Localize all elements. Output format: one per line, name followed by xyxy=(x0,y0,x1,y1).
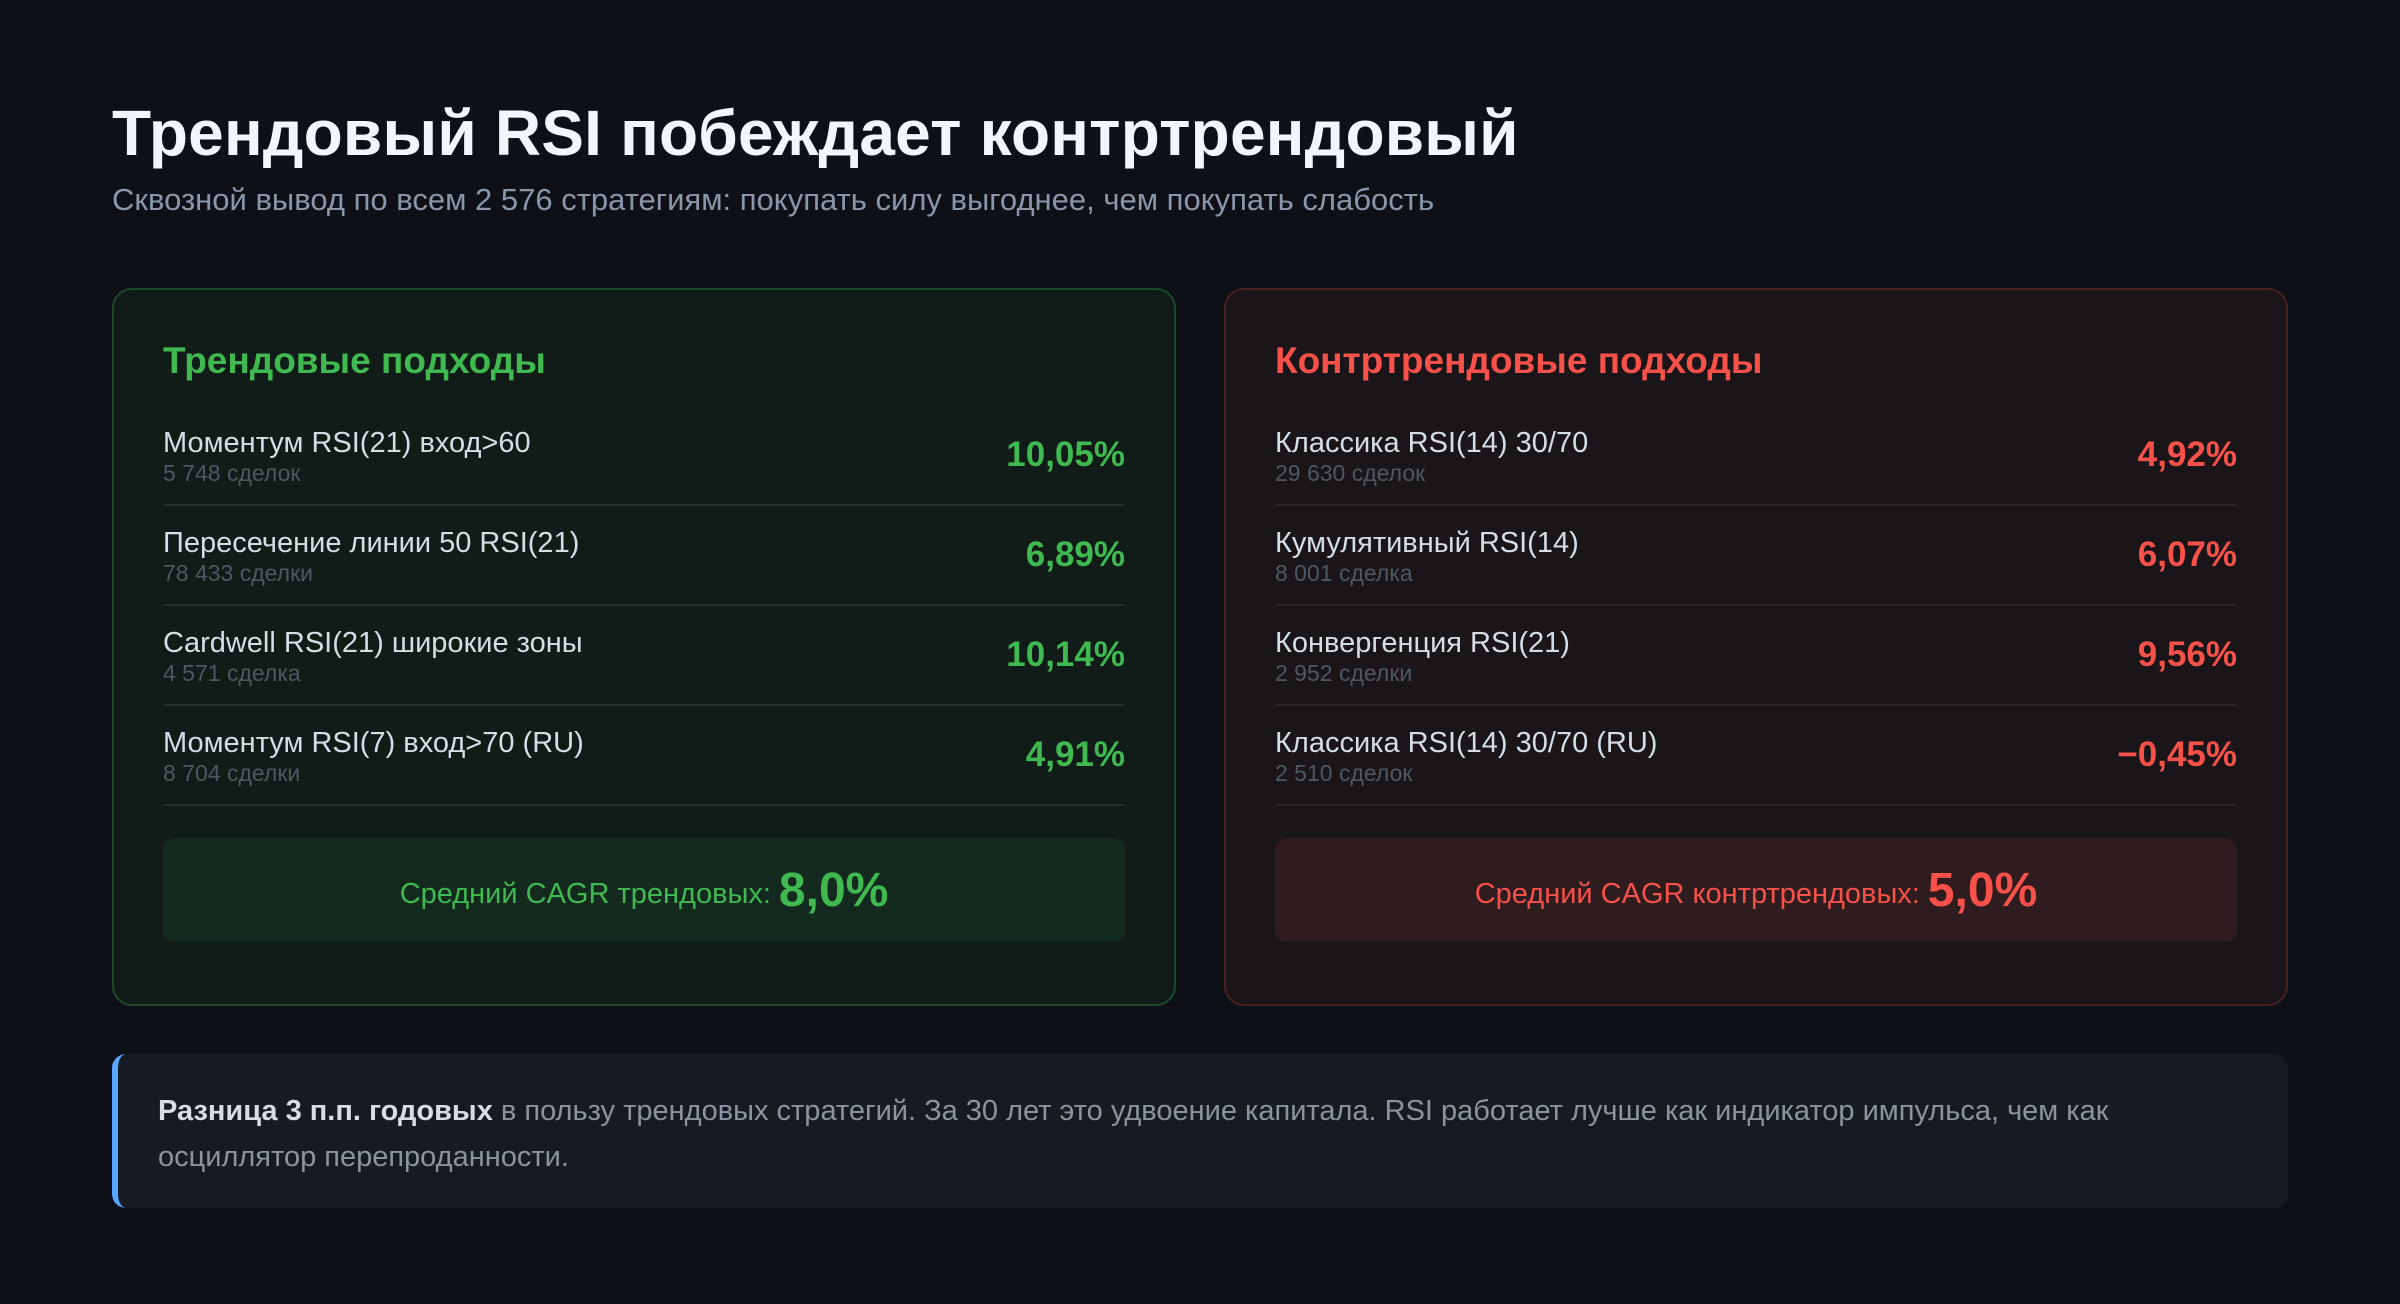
strategy-name: Cardwell RSI(21) широкие зоны xyxy=(163,627,583,659)
counter-strategy-row: Классика RSI(14) 30/70 29 630 сделок 4,9… xyxy=(1275,406,2237,506)
trade-count: 8 001 сделка xyxy=(1275,560,1413,586)
strategy-name: Классика RSI(14) 30/70 xyxy=(1275,427,1589,459)
average-cagr-label: Средний CAGR контртрендовых: xyxy=(1474,877,1920,910)
counter-card-title: Контртрендовые подходы xyxy=(1275,340,1763,381)
strategy-name: Классика RSI(14) 30/70 (RU) xyxy=(1275,727,1658,759)
strategy-cagr: 10,14% xyxy=(1006,635,1125,674)
conclusion-note: Разница 3 п.п. годовых в пользу трендовы… xyxy=(112,1054,2288,1208)
trade-count: 4 571 сделка xyxy=(163,660,301,686)
strategy-cagr: 4,91% xyxy=(1025,735,1125,774)
strategy-name: Кумулятивный RSI(14) xyxy=(1275,527,1579,559)
trend-card-title: Трендовые подходы xyxy=(163,340,546,381)
trade-count: 2 952 сделки xyxy=(1275,660,1413,686)
trade-count: 2 510 сделок xyxy=(1275,760,1413,786)
counter-strategy-list: Классика RSI(14) 30/70 29 630 сделок 4,9… xyxy=(1275,406,2237,806)
strategy-name: Моментум RSI(21) вход>60 xyxy=(163,427,531,459)
trade-count: 78 433 сделки xyxy=(163,560,314,586)
counter-strategy-row: Кумулятивный RSI(14) 8 001 сделка 6,07% xyxy=(1275,506,2237,606)
counter-trend-approaches-card: Контртрендовые подходы Классика RSI(14) … xyxy=(1224,288,2288,1006)
trend-strategy-row: Моментум RSI(7) вход>70 (RU) 8 704 сделк… xyxy=(163,706,1125,806)
counter-average-cagr: Средний CAGR контртрендовых: 5,0% xyxy=(1275,838,2237,942)
strategy-name: Моментум RSI(7) вход>70 (RU) xyxy=(163,727,584,759)
strategy-cagr: 9,56% xyxy=(2137,635,2237,674)
trade-count: 5 748 сделок xyxy=(163,460,301,486)
trend-strategy-row: Моментум RSI(21) вход>60 5 748 сделок 10… xyxy=(163,406,1125,506)
page-subtitle: Сквозной вывод по всем 2 576 стратегиям:… xyxy=(112,182,1435,217)
trend-strategy-row: Cardwell RSI(21) широкие зоны 4 571 сдел… xyxy=(163,606,1125,706)
strategy-name: Пересечение линии 50 RSI(21) xyxy=(163,527,580,559)
strategy-cagr: 6,89% xyxy=(1025,535,1125,574)
strategy-cagr: −0,45% xyxy=(2117,735,2237,774)
note-text: в пользу трендовых стратегий. За 30 лет … xyxy=(158,1095,2109,1173)
trade-count: 29 630 сделок xyxy=(1275,460,1426,486)
average-cagr-value: 8,0% xyxy=(778,863,889,917)
note-highlight: Разница 3 п.п. годовых xyxy=(158,1095,493,1127)
strategy-cagr: 4,92% xyxy=(2137,435,2237,474)
trend-strategy-row: Пересечение линии 50 RSI(21) 78 433 сдел… xyxy=(163,506,1125,606)
average-cagr-value: 5,0% xyxy=(1927,863,2038,917)
strategy-cagr: 10,05% xyxy=(1006,435,1125,474)
counter-strategy-row: Конвергенция RSI(21) 2 952 сделки 9,56% xyxy=(1275,606,2237,706)
counter-strategy-row: Классика RSI(14) 30/70 (RU) 2 510 сделок… xyxy=(1275,706,2237,806)
strategy-cagr: 6,07% xyxy=(2137,535,2237,574)
trend-average-cagr: Средний CAGR трендовых: 8,0% xyxy=(163,838,1125,942)
strategy-name: Конвергенция RSI(21) xyxy=(1275,627,1570,659)
trade-count: 8 704 сделки xyxy=(163,760,301,786)
trend-approaches-card: Трендовые подходы Моментум RSI(21) вход>… xyxy=(112,288,1176,1006)
trend-strategy-list: Моментум RSI(21) вход>60 5 748 сделок 10… xyxy=(163,406,1125,806)
page-title: Трендовый RSI побеждает контртрендовый xyxy=(112,97,1519,169)
average-cagr-label: Средний CAGR трендовых: xyxy=(399,877,771,910)
